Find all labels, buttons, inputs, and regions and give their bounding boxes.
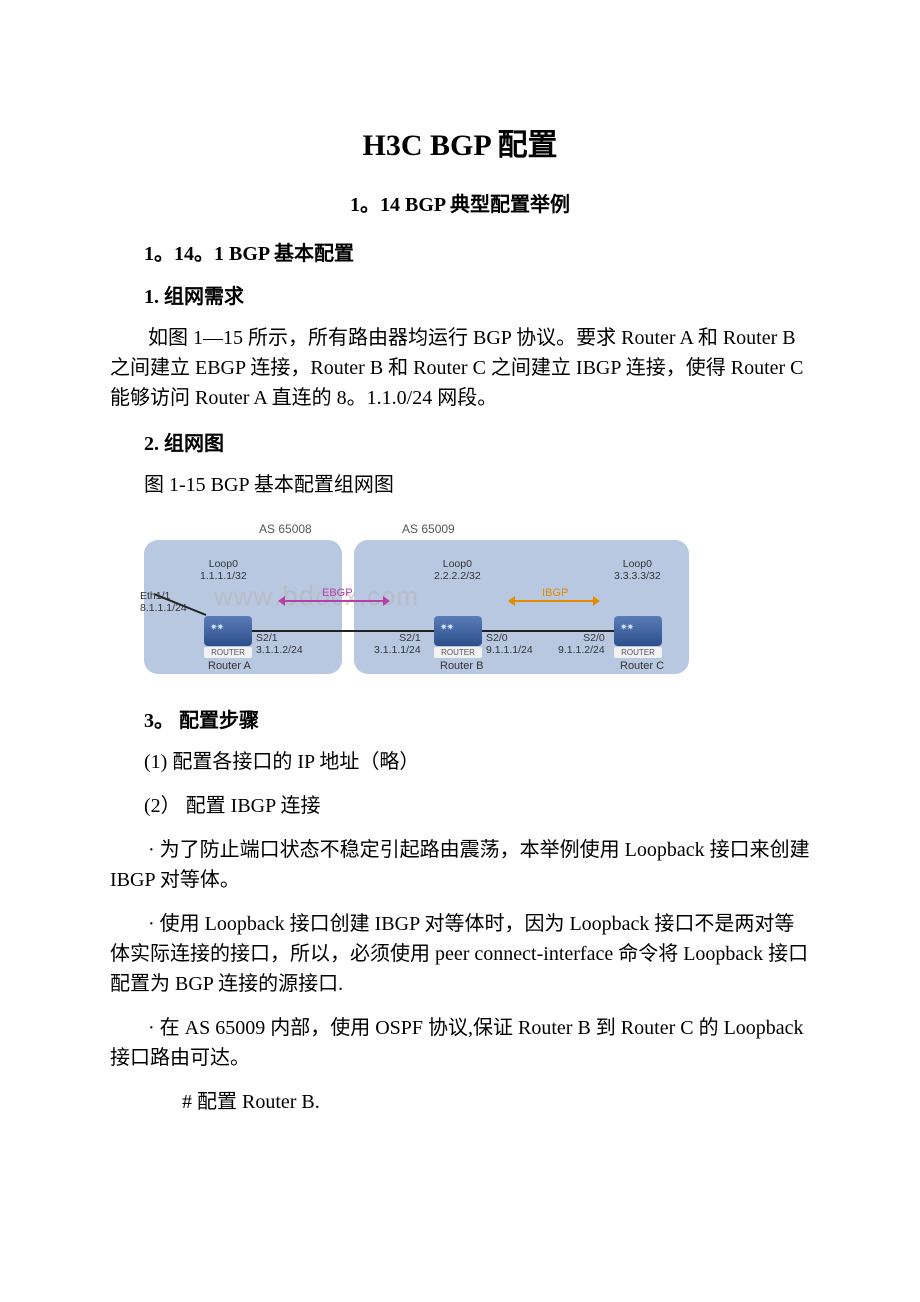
section-title: 1。14 BGP 典型配置举例 <box>110 188 810 217</box>
ibgp-label: IBGP <box>542 587 568 599</box>
router-a-name: Router A <box>208 660 251 672</box>
router-a-s21: S2/13.1.1.2/24 <box>256 632 303 656</box>
bullet-3: · 在 AS 65009 内部，使用 OSPF 协议,保证 Router B 到… <box>110 1013 810 1073</box>
bullet-2: · 使用 Loopback 接口创建 IBGP 对等体时，因为 Loopback… <box>110 909 810 999</box>
heading-requirement: 1. 组网需求 <box>110 280 810 309</box>
ebgp-arrow <box>284 600 384 602</box>
bullet-1: · 为了防止端口状态不稳定引起路由震荡，本举例使用 Loopback 接口来创建… <box>110 835 810 895</box>
router-b-icon: ✷✷ROUTER <box>434 616 482 646</box>
router-c-icon: ✷✷ROUTER <box>614 616 662 646</box>
as-label-right: AS 65009 <box>402 522 455 536</box>
ebgp-label: EBGP <box>322 587 353 599</box>
network-diagram: AS 65008 AS 65009 www.bdocx.com EBGP IBG… <box>110 514 810 674</box>
router-c-name: Router C <box>620 660 664 672</box>
router-a-loop: Loop01.1.1.1/32 <box>200 558 247 582</box>
as-label-left: AS 65008 <box>259 522 312 536</box>
router-c-loop: Loop03.3.3.3/32 <box>614 558 661 582</box>
router-b-name: Router B <box>440 660 483 672</box>
config-line: # 配置 Router B. <box>110 1087 810 1117</box>
step-1: (1) 配置各接口的 IP 地址（略） <box>110 747 810 777</box>
router-b-loop: Loop02.2.2.2/32 <box>434 558 481 582</box>
router-c-s20: S2/09.1.1.2/24 <box>558 632 605 656</box>
step-2: (2） 配置 IBGP 连接 <box>110 791 810 821</box>
router-a-icon: ✷✷ROUTER <box>204 616 252 646</box>
ibgp-arrow <box>514 600 594 602</box>
router-a-eth: Eth1/18.1.1.1/24 <box>140 590 187 614</box>
heading-diagram: 2. 组网图 <box>110 427 810 456</box>
paragraph-requirement: 如图 1—15 所示，所有路由器均运行 BGP 协议。要求 Router A 和… <box>110 323 810 413</box>
subsection-title: 1。14。1 BGP 基本配置 <box>110 237 810 266</box>
router-b-s20: S2/09.1.1.1/24 <box>486 632 533 656</box>
router-b-s21: S2/13.1.1.1/24 <box>374 632 421 656</box>
figure-caption: 图 1-15 BGP 基本配置组网图 <box>110 470 810 500</box>
heading-steps: 3。 配置步骤 <box>110 704 810 733</box>
page-title: H3C BGP 配置 <box>110 120 810 164</box>
